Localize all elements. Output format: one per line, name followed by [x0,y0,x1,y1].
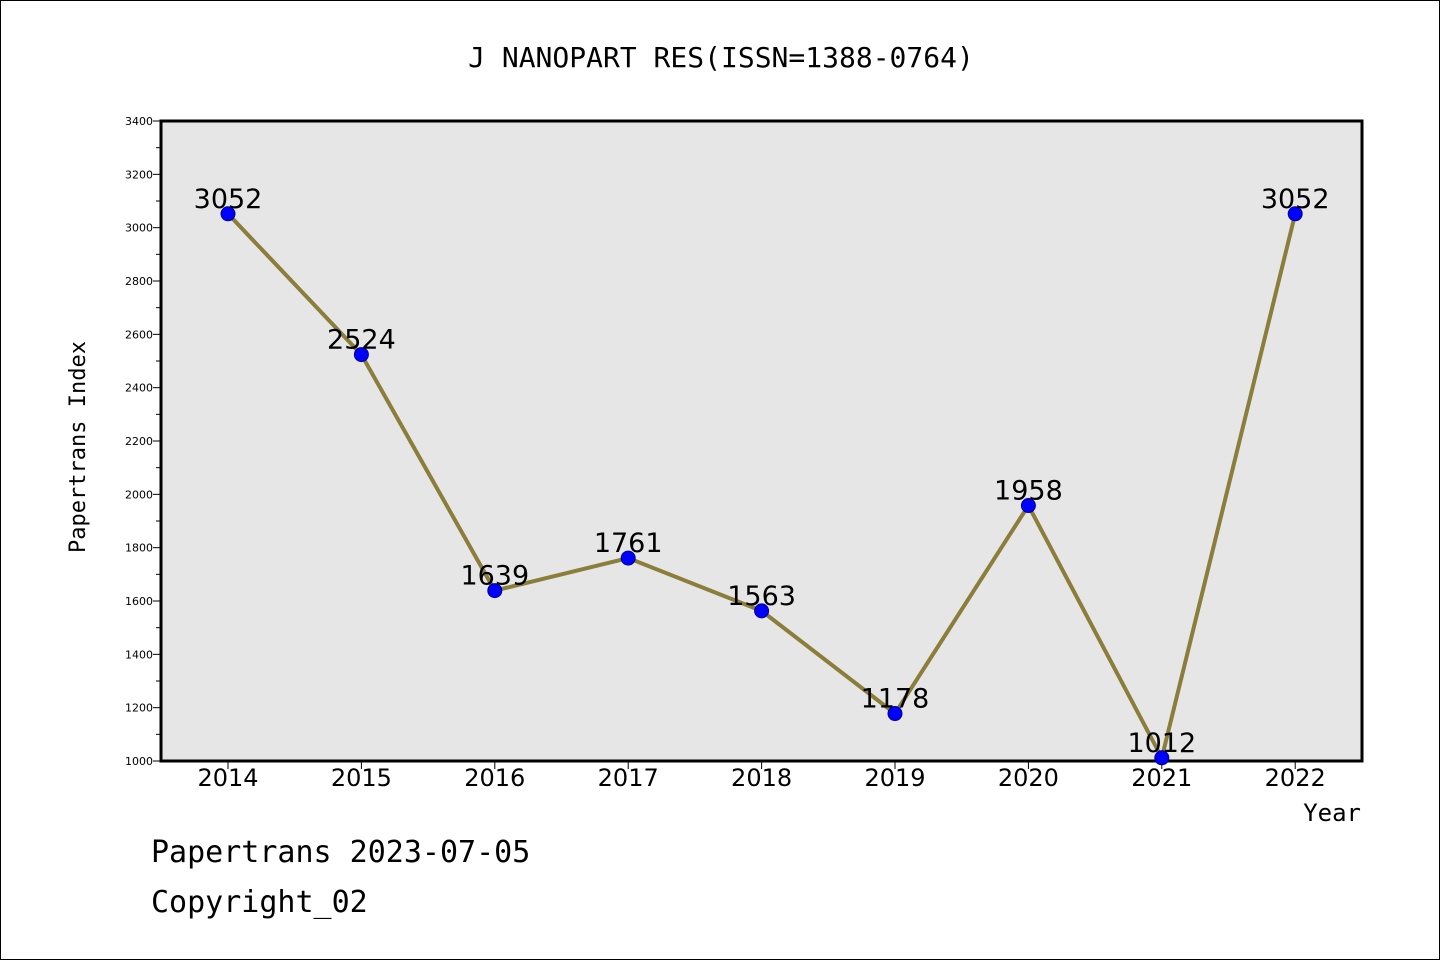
series-group: 3052 2524 1639 1761 1563 1178 1958 1012 3052 [194,184,1330,766]
y-tick-label: 1600 [125,595,153,608]
y-tick-label: 2200 [125,435,153,448]
y-tick-label: 3400 [125,115,153,128]
data-label: 1012 [1127,728,1196,759]
y-tick-label: 3200 [125,168,153,181]
data-label: 1639 [460,561,529,592]
data-point-marker [353,347,369,363]
y-tick-label: 1000 [125,755,153,768]
data-point-marker [887,706,903,722]
footer-copyright: Copyright_02 [151,885,368,920]
data-point-marker [487,583,503,599]
y-tick-label: 1400 [125,648,153,661]
footer-date: Papertrans 2023-07-05 [151,835,531,870]
data-point-marker [1020,498,1036,514]
x-tick-label: 2017 [598,764,659,792]
x-axis-label: Year [1303,799,1361,827]
plot-area [159,119,1364,763]
y-tick-label: 2600 [125,328,153,341]
y-axis: 1000 1200 1400 1600 1800 2000 2200 2400 2600 2800… [125,115,161,768]
y-tick-label: 2800 [125,275,153,288]
data-label: 3052 [194,184,263,215]
y-tick-label: 2000 [125,488,153,501]
data-label: 2524 [327,325,396,356]
x-tick-label: 2021 [1131,764,1192,792]
data-label: 1563 [727,581,796,612]
data-point-marker [754,603,770,619]
y-tick-label: 3000 [125,222,153,235]
data-label: 1178 [861,684,930,715]
x-tick-label: 2018 [731,764,792,792]
data-label: 1958 [994,476,1063,507]
y-tick-label: 1200 [125,702,153,715]
data-point-marker [220,206,236,222]
x-tick-label: 2014 [197,764,258,792]
data-label: 3052 [1261,184,1330,215]
data-point-marker [620,550,636,566]
data-point-marker [1154,750,1170,766]
x-axis: 2014 2015 2016 2017 2018 2019 2020 2021 2022 [197,761,1326,792]
x-tick-label: 2022 [1265,764,1326,792]
x-tick-label: 2019 [864,764,925,792]
y-axis-label: Papertrans Index [66,341,91,553]
y-tick-label: 2400 [125,382,153,395]
y-tick-label: 1800 [125,542,153,555]
data-label: 1761 [594,528,663,559]
data-point-marker [1287,206,1303,222]
chart-title: J NANOPART RES(ISSN=1388-0764) [468,41,974,74]
x-tick-label: 2015 [331,764,392,792]
x-tick-label: 2020 [998,764,1059,792]
x-tick-label: 2016 [464,764,525,792]
